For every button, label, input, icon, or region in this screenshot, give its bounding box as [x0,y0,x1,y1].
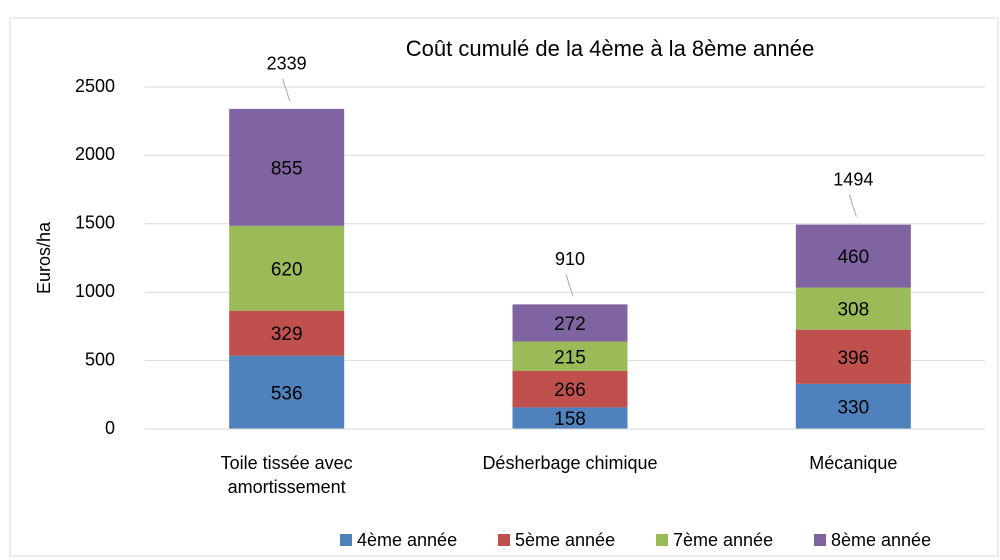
data-label: 460 [837,247,869,268]
legend-swatch [656,534,668,546]
data-label: 329 [271,324,303,345]
legend-label: 5ème année [515,530,615,550]
legend-swatch [814,534,826,546]
y-tick-label: 500 [85,349,115,369]
data-label: 620 [271,259,303,280]
x-tick-label: Désherbage chimique [482,453,658,473]
data-label: 396 [837,348,869,369]
y-tick-label: 0 [105,418,115,438]
data-label: 215 [554,347,586,368]
bar-segment [512,304,628,342]
bar-segment [512,407,628,429]
y-axis-title: Euros/ha [34,221,54,294]
legend-label: 4ème année [357,530,457,550]
y-tick-label: 1500 [75,213,115,233]
total-label: 910 [555,249,585,269]
bar-segment [229,310,345,356]
chart-title: Coût cumulé de la 4ème à la 8ème année [406,36,814,61]
legend-swatch [340,534,352,546]
total-label: 1494 [833,169,873,189]
total-label: 2339 [267,54,307,74]
bar-segment [795,383,911,429]
data-label: 308 [837,300,869,321]
bar-segment [795,287,911,330]
y-tick-label: 1000 [75,281,115,301]
bar-segment [229,108,345,226]
y-tick-label: 2500 [75,76,115,96]
x-tick-label: Toile tissée avec amortissement [220,453,353,497]
bar-segment [229,225,345,311]
data-label: 272 [554,314,586,335]
bar-segment [795,224,911,288]
data-label: 330 [837,397,869,418]
data-label: 855 [271,158,303,179]
bar-segment [512,370,628,408]
data-label: 536 [271,383,303,404]
bar-segment [512,341,628,371]
y-tick-label: 2000 [75,144,115,164]
x-tick-label: Mécanique [809,453,898,473]
leader-line [565,274,574,297]
leader-line [282,78,291,102]
data-label: 158 [554,409,586,430]
legend-label: 8ème année [831,530,931,550]
leader-line [848,194,857,217]
legend-swatch [498,534,510,546]
data-label: 266 [554,380,586,401]
bar-segment [795,329,911,384]
bar-segment [229,355,345,429]
legend-label: 7ème année [673,530,773,550]
